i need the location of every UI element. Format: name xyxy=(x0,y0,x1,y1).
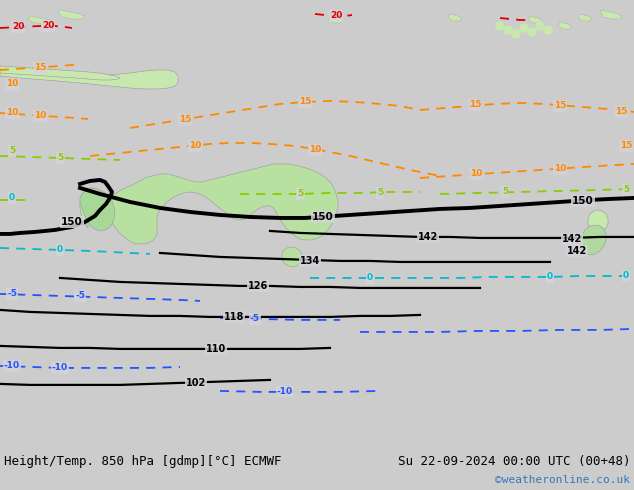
Text: 126: 126 xyxy=(248,281,268,291)
Polygon shape xyxy=(0,66,120,80)
Text: 150: 150 xyxy=(312,212,334,222)
Text: 10: 10 xyxy=(470,170,482,178)
Text: 10: 10 xyxy=(6,79,18,89)
Polygon shape xyxy=(80,188,115,231)
Text: 0: 0 xyxy=(623,271,629,280)
Text: -10: -10 xyxy=(4,362,20,370)
Circle shape xyxy=(504,26,512,34)
Polygon shape xyxy=(58,10,85,19)
Text: Height/Temp. 850 hPa [gdmp][°C] ECMWF: Height/Temp. 850 hPa [gdmp][°C] ECMWF xyxy=(4,455,281,468)
Text: 15: 15 xyxy=(615,107,627,117)
Text: 5: 5 xyxy=(297,190,303,198)
Polygon shape xyxy=(80,164,338,244)
Text: 15: 15 xyxy=(299,98,311,106)
Circle shape xyxy=(536,22,544,30)
Text: 20: 20 xyxy=(12,23,24,31)
Text: 15: 15 xyxy=(469,100,481,109)
Text: 102: 102 xyxy=(186,378,206,388)
Text: 5: 5 xyxy=(57,153,63,163)
Circle shape xyxy=(496,22,504,30)
Text: Su 22-09-2024 00:00 UTC (00+48): Su 22-09-2024 00:00 UTC (00+48) xyxy=(398,455,630,468)
Text: 20: 20 xyxy=(330,11,342,21)
Text: 150: 150 xyxy=(572,196,594,206)
Text: 118: 118 xyxy=(224,312,244,322)
Text: 10: 10 xyxy=(34,111,46,121)
Text: 20: 20 xyxy=(42,22,54,30)
Text: 10: 10 xyxy=(309,146,321,154)
Text: 134: 134 xyxy=(300,256,320,266)
Polygon shape xyxy=(580,225,606,255)
Text: 150: 150 xyxy=(61,217,83,227)
Polygon shape xyxy=(558,22,572,29)
Text: 10: 10 xyxy=(6,108,18,118)
Circle shape xyxy=(544,26,552,34)
Text: 15: 15 xyxy=(179,116,191,124)
Text: 110: 110 xyxy=(206,344,226,354)
Circle shape xyxy=(512,30,520,38)
Text: -5: -5 xyxy=(75,292,85,300)
Text: 5: 5 xyxy=(9,147,15,155)
Text: 0: 0 xyxy=(57,245,63,254)
Polygon shape xyxy=(528,16,542,23)
Text: ©weatheronline.co.uk: ©weatheronline.co.uk xyxy=(495,475,630,485)
Polygon shape xyxy=(28,16,55,24)
Circle shape xyxy=(528,28,536,36)
Text: -5: -5 xyxy=(250,315,260,323)
Text: 5: 5 xyxy=(623,185,629,195)
Text: 5: 5 xyxy=(502,188,508,196)
Polygon shape xyxy=(282,247,302,267)
Polygon shape xyxy=(328,16,342,23)
Text: 0: 0 xyxy=(9,194,15,202)
Text: 0: 0 xyxy=(367,273,373,282)
Polygon shape xyxy=(588,210,608,232)
Text: 0: 0 xyxy=(547,272,553,281)
Polygon shape xyxy=(0,70,178,89)
Polygon shape xyxy=(600,10,622,19)
Text: -10: -10 xyxy=(52,364,68,372)
Text: 15: 15 xyxy=(553,101,566,110)
Text: -10: -10 xyxy=(277,388,293,396)
Polygon shape xyxy=(448,14,462,21)
Text: -5: -5 xyxy=(7,290,17,298)
Text: 10: 10 xyxy=(189,142,201,150)
Polygon shape xyxy=(578,14,592,21)
Text: 142: 142 xyxy=(562,234,582,244)
Text: 15: 15 xyxy=(620,142,632,150)
Text: 5: 5 xyxy=(377,189,383,197)
Text: 142: 142 xyxy=(418,232,438,242)
Circle shape xyxy=(520,24,528,32)
Text: 10: 10 xyxy=(554,165,566,173)
Text: 15: 15 xyxy=(34,64,46,73)
Text: 142: 142 xyxy=(567,246,587,256)
